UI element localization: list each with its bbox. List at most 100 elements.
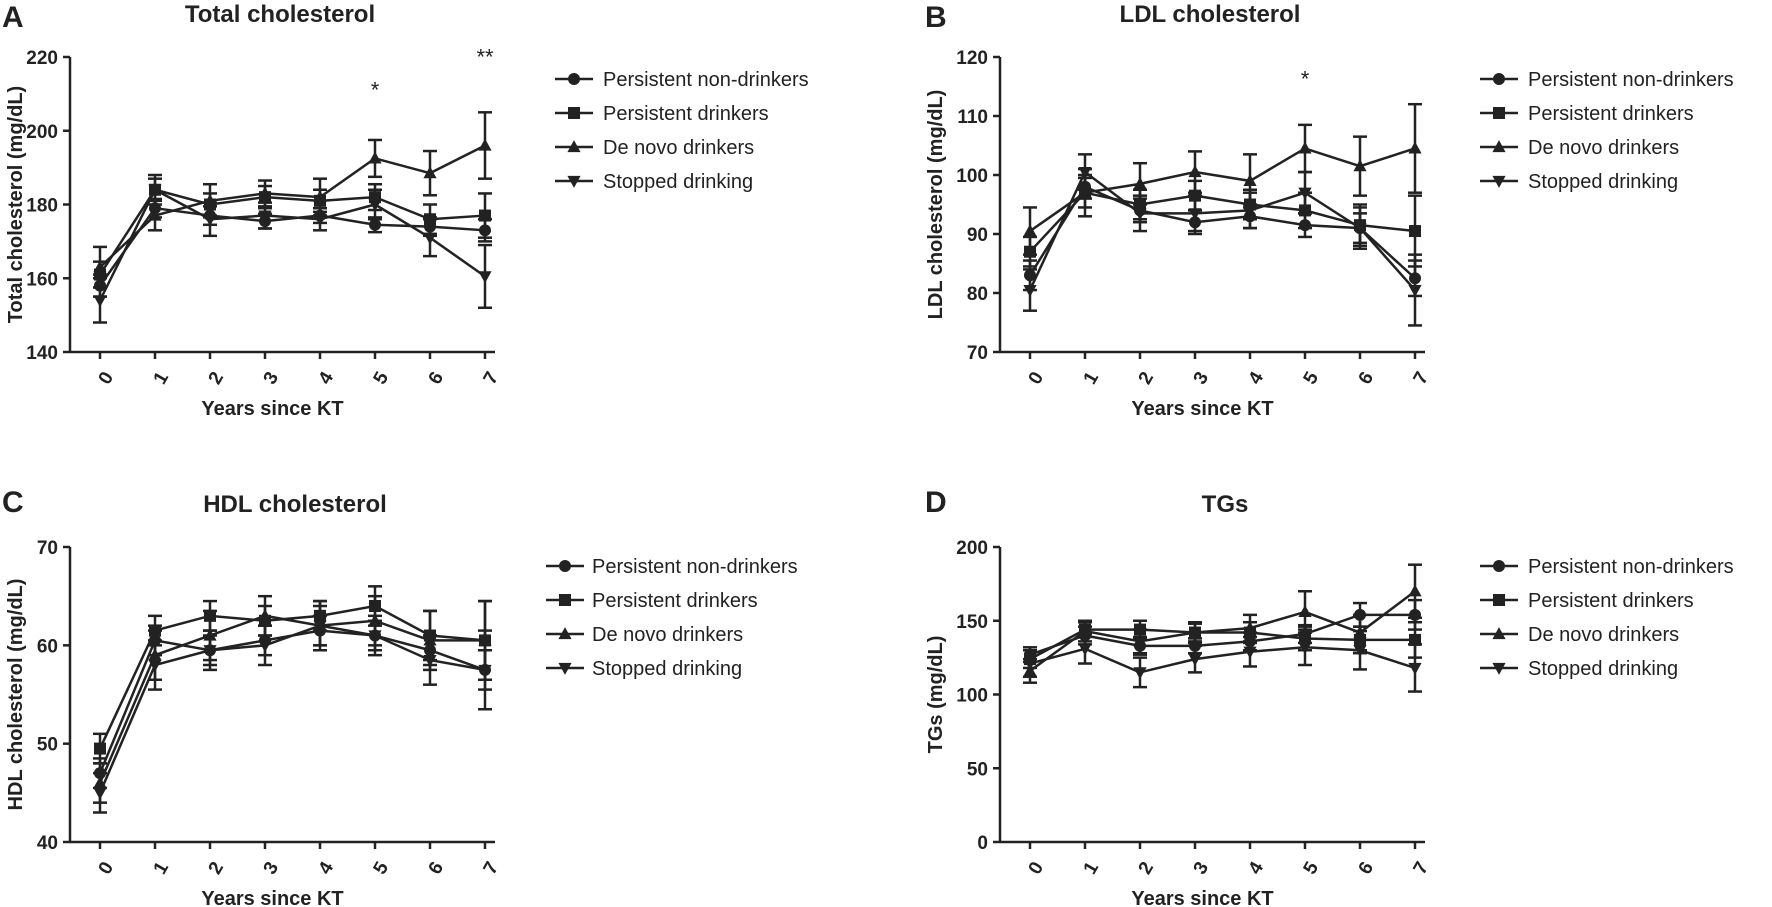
data-point xyxy=(148,184,162,197)
data-point xyxy=(1133,208,1147,221)
x-tick-label: 4 xyxy=(1245,858,1269,878)
x-tick-label: 1 xyxy=(1080,368,1104,388)
chart-title: Total cholesterol xyxy=(185,1,375,28)
chart-panel-c: C HDL cholesterol 40 50 60 70 0 1 2 3 4 5 6 7 Years si… xyxy=(2,486,798,907)
y-tick-label: 100 xyxy=(956,686,988,707)
y-tick-label: 200 xyxy=(956,538,988,559)
data-point xyxy=(423,232,437,245)
panel-label: C xyxy=(2,486,24,519)
y-tick-label: 100 xyxy=(956,166,988,187)
data-point xyxy=(203,645,217,658)
y-tick-label: 80 xyxy=(967,284,988,305)
significance-marker: ** xyxy=(476,44,494,69)
legend-marker xyxy=(568,73,580,85)
x-tick-label: 0 xyxy=(1025,858,1048,878)
y-tick-label: 180 xyxy=(26,196,58,217)
legend-marker xyxy=(567,140,581,153)
data-point xyxy=(94,742,106,755)
legend-marker xyxy=(1493,107,1505,119)
data-point xyxy=(148,659,162,672)
data-point xyxy=(1078,185,1092,198)
data-point xyxy=(1298,605,1312,617)
data-point xyxy=(1188,208,1202,221)
data-point xyxy=(1023,284,1037,297)
data-point xyxy=(93,260,107,273)
series-line xyxy=(98,188,486,276)
x-tick-label: 7 xyxy=(1410,368,1433,388)
data-point xyxy=(93,787,107,800)
data-point xyxy=(258,186,272,199)
x-axis-label: Years since KT xyxy=(201,888,343,907)
legend-label: Persistent drinkers xyxy=(603,103,769,125)
x-tick-label: 0 xyxy=(95,368,118,388)
x-tick-label: 5 xyxy=(370,858,394,878)
data-point xyxy=(1353,159,1367,172)
legend-label: De novo drinkers xyxy=(1528,624,1679,646)
legend-label: Persistent non-drinkers xyxy=(592,556,798,578)
series-line xyxy=(1029,628,1415,661)
y-tick-label: 60 xyxy=(37,636,58,657)
series-line xyxy=(1029,590,1416,672)
y-tick-label: 40 xyxy=(37,833,58,854)
x-tick-label: 4 xyxy=(1245,368,1269,388)
data-point xyxy=(478,664,492,677)
y-tick-label: 120 xyxy=(956,48,988,69)
data-point xyxy=(93,295,107,308)
data-point xyxy=(148,208,162,221)
x-tick-label: 3 xyxy=(1190,858,1213,878)
legend-marker xyxy=(567,175,581,188)
x-tick-label: 1 xyxy=(1080,858,1104,878)
data-point xyxy=(1298,187,1312,200)
legend-label: Stopped drinking xyxy=(603,171,753,193)
legend: Persistent non-drinkers Persistent drinke… xyxy=(555,69,809,193)
x-tick-label: 6 xyxy=(1355,858,1378,878)
legend-label: Persistent non-drinkers xyxy=(603,69,809,91)
chart-panel-a: A Total cholesterol 140 160 180 200 220 0 1 2 3 4 5 6… xyxy=(2,1,809,420)
panel-label: D xyxy=(925,486,947,519)
x-tick-label: 0 xyxy=(1025,368,1048,388)
x-tick-label: 6 xyxy=(1355,368,1378,388)
y-axis-label: TGs (mg/dL) xyxy=(925,636,947,754)
y-tick-label: 70 xyxy=(967,343,988,364)
series-line xyxy=(98,188,486,301)
data-point xyxy=(313,620,327,633)
y-tick-label: 220 xyxy=(26,48,58,69)
significance-marker: * xyxy=(371,78,380,103)
y-tick-label: 50 xyxy=(37,735,58,756)
data-point xyxy=(478,271,492,284)
y-tick-label: 50 xyxy=(967,759,988,780)
y-axis-label: HDL cholesterol (mg/dL) xyxy=(5,579,27,811)
x-tick-label: 4 xyxy=(315,858,339,878)
x-tick-label: 2 xyxy=(1135,368,1158,388)
legend-marker xyxy=(1492,662,1506,675)
data-point xyxy=(1409,633,1421,646)
data-point xyxy=(313,214,327,227)
data-point xyxy=(1408,141,1422,154)
data-point xyxy=(1078,643,1092,656)
legend-marker xyxy=(1493,594,1505,606)
series-stopped-drinking xyxy=(1023,153,1422,327)
data-point xyxy=(1078,166,1092,179)
series-line xyxy=(99,144,486,269)
data-point xyxy=(1243,646,1257,659)
x-tick-label: 5 xyxy=(1300,368,1324,388)
x-tick-label: 5 xyxy=(1300,858,1324,878)
data-point xyxy=(1023,658,1037,671)
data-point xyxy=(1243,174,1257,186)
legend-label: Stopped drinking xyxy=(1528,171,1678,193)
chart-panel-d: D TGs 0 50 100 150 200 0 1 2 3 4 5 6 7 Years since KT TG… xyxy=(925,486,1734,907)
data-point xyxy=(1133,634,1147,647)
data-point xyxy=(1243,621,1257,634)
x-tick-label: 1 xyxy=(150,858,174,878)
legend-marker xyxy=(1492,140,1506,153)
data-point xyxy=(1298,642,1312,655)
x-tick-label: 1 xyxy=(150,368,174,388)
x-tick-label: 4 xyxy=(315,368,339,388)
y-axis-label: Total cholesterol (mg/dL) xyxy=(5,86,27,323)
data-point xyxy=(479,209,491,222)
data-point xyxy=(1188,654,1202,666)
data-point xyxy=(1243,205,1257,218)
x-tick-label: 5 xyxy=(370,368,394,388)
data-point xyxy=(258,210,272,223)
